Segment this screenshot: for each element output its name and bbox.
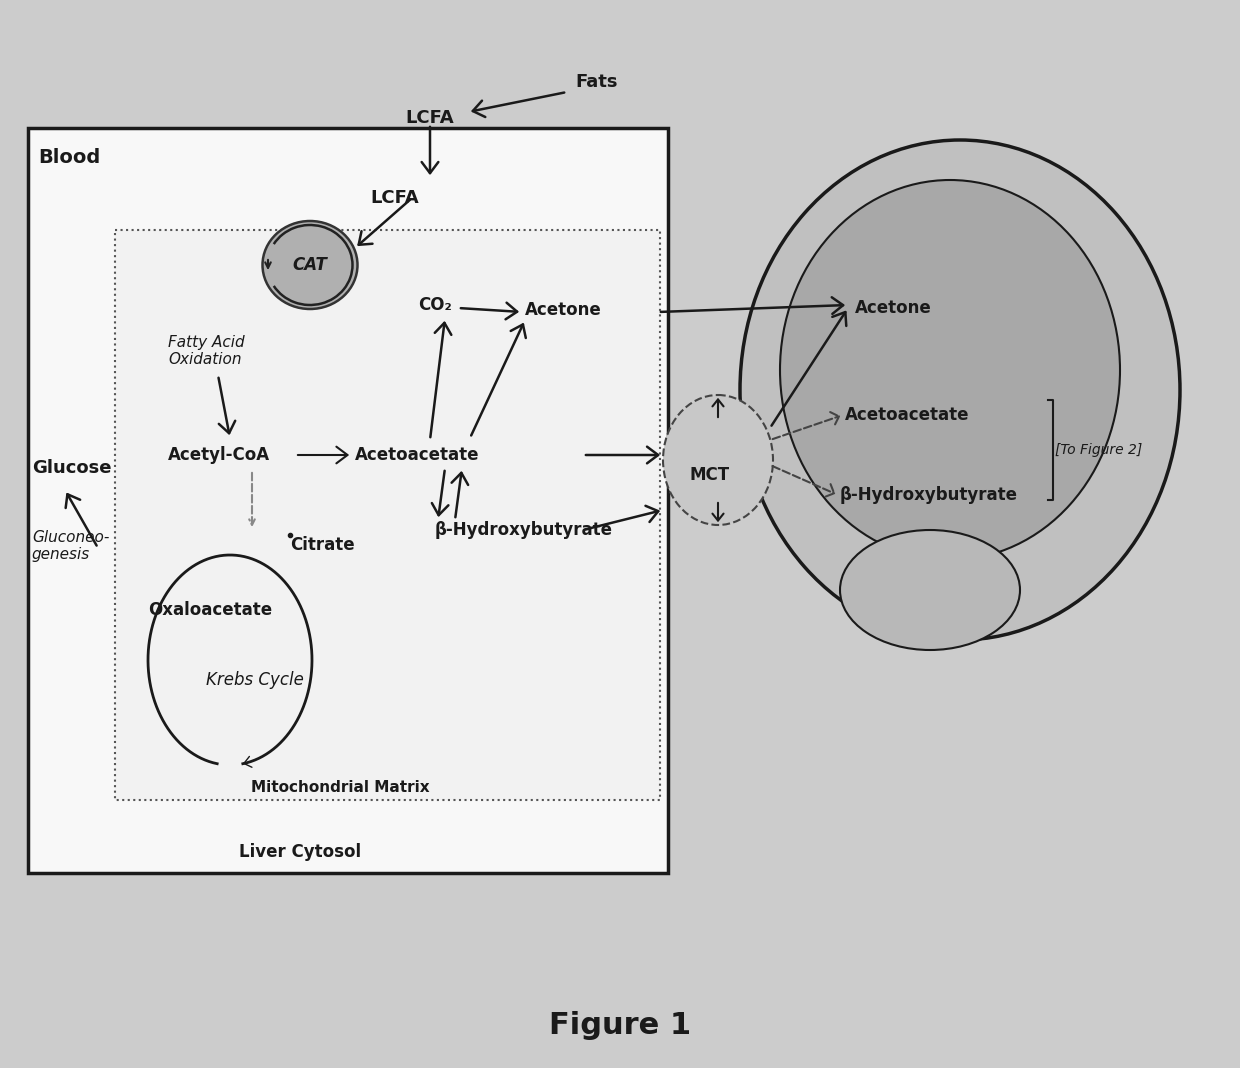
Text: Figure 1: Figure 1 xyxy=(549,1010,691,1039)
Text: Fatty Acid
Oxidation: Fatty Acid Oxidation xyxy=(167,335,244,367)
Text: β-Hydroxybutyrate: β-Hydroxybutyrate xyxy=(839,486,1018,504)
Bar xyxy=(29,128,668,873)
Text: Glucose: Glucose xyxy=(32,459,112,477)
Ellipse shape xyxy=(780,180,1120,560)
Text: β-Hydroxybutyrate: β-Hydroxybutyrate xyxy=(435,521,613,539)
Ellipse shape xyxy=(839,530,1021,650)
Text: Acetoacetate: Acetoacetate xyxy=(844,406,970,424)
Text: Fats: Fats xyxy=(575,73,618,91)
Text: MCT: MCT xyxy=(689,466,730,484)
Text: Liver Cytosol: Liver Cytosol xyxy=(239,843,361,861)
Text: Citrate: Citrate xyxy=(290,536,355,554)
Text: Blood: Blood xyxy=(38,148,100,167)
Text: Krebs Cycle: Krebs Cycle xyxy=(206,671,304,689)
Text: Mitochondrial Matrix: Mitochondrial Matrix xyxy=(250,781,429,796)
Text: LCFA: LCFA xyxy=(370,189,419,207)
Text: CAT: CAT xyxy=(293,256,327,274)
Text: Acetone: Acetone xyxy=(525,301,601,319)
Text: CO₂: CO₂ xyxy=(418,296,451,314)
Bar xyxy=(115,230,660,800)
Ellipse shape xyxy=(740,140,1180,640)
Text: [To Figure 2]: [To Figure 2] xyxy=(1055,443,1142,457)
Ellipse shape xyxy=(263,221,357,309)
Text: LCFA: LCFA xyxy=(405,109,454,127)
Ellipse shape xyxy=(663,395,773,525)
Text: Oxaloacetate: Oxaloacetate xyxy=(148,601,272,619)
Text: Gluconeo-
genesis: Gluconeo- genesis xyxy=(32,530,109,563)
Text: Acetone: Acetone xyxy=(856,299,931,317)
Text: Acetyl-CoA: Acetyl-CoA xyxy=(167,446,270,464)
Text: Acetoacetate: Acetoacetate xyxy=(355,446,480,464)
